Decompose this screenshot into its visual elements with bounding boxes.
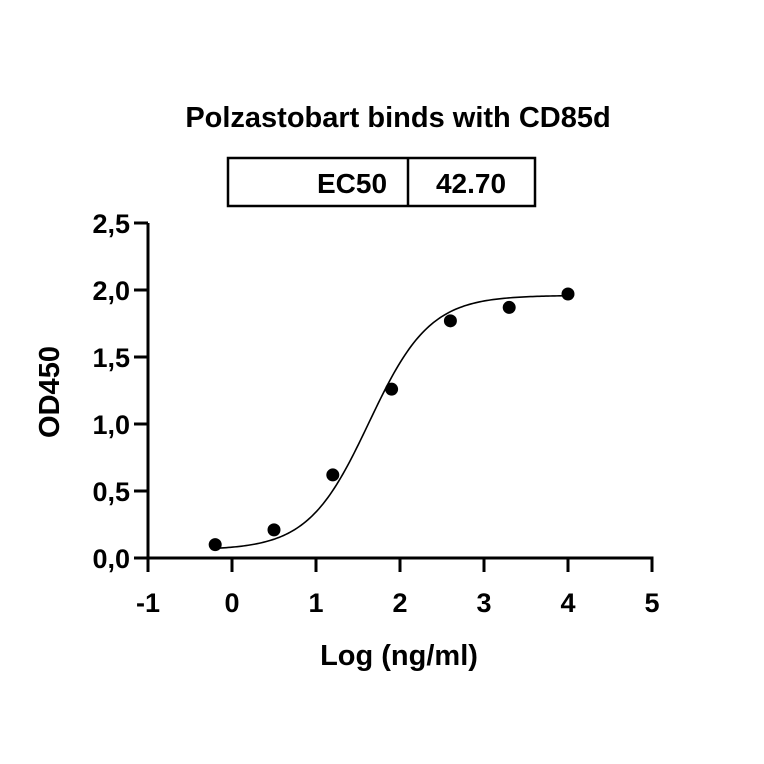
x-tick-label: 2 xyxy=(392,588,407,618)
y-tick-label: 0,0 xyxy=(92,544,130,574)
ec50-value: 42.70 xyxy=(436,168,506,199)
y-tick-label: 0,5 xyxy=(92,477,130,507)
fit-curve xyxy=(215,294,569,550)
x-axis-label: Log (ng/ml) xyxy=(320,640,478,672)
x-axis-ticks: -1 0 1 2 3 4 5 xyxy=(136,558,660,618)
data-point xyxy=(208,538,222,552)
y-tick-label: 2,5 xyxy=(92,209,130,239)
x-tick-label: 3 xyxy=(476,588,491,618)
ec50-table: EC50 42.70 xyxy=(226,156,537,208)
ec50-table-frame xyxy=(226,156,537,208)
y-tick-label: 1,5 xyxy=(92,343,130,373)
ec50-label: EC50 xyxy=(317,168,387,199)
data-point xyxy=(385,382,399,396)
data-point xyxy=(561,287,575,301)
x-tick-label: 4 xyxy=(560,588,575,618)
chart-title: Polzastobart binds with CD85d xyxy=(185,102,610,134)
data-point xyxy=(267,523,281,537)
data-point xyxy=(443,314,457,328)
axes xyxy=(146,223,654,560)
fit-curve-layer xyxy=(215,294,569,550)
y-axis-ticks: 0,0 0,5 1,0 1,5 2,0 2,5 xyxy=(92,209,148,574)
x-tick-label: 1 xyxy=(308,588,323,618)
y-tick-label: 1,0 xyxy=(92,410,130,440)
y-tick-label: 2,0 xyxy=(92,276,130,306)
data-point xyxy=(502,300,516,314)
x-tick-label: 5 xyxy=(644,588,659,618)
x-tick-label: -1 xyxy=(136,588,160,618)
data-points-layer xyxy=(208,287,575,552)
x-tick-label: 0 xyxy=(224,588,239,618)
y-axis-label: OD450 xyxy=(34,346,66,438)
data-point xyxy=(326,468,340,482)
